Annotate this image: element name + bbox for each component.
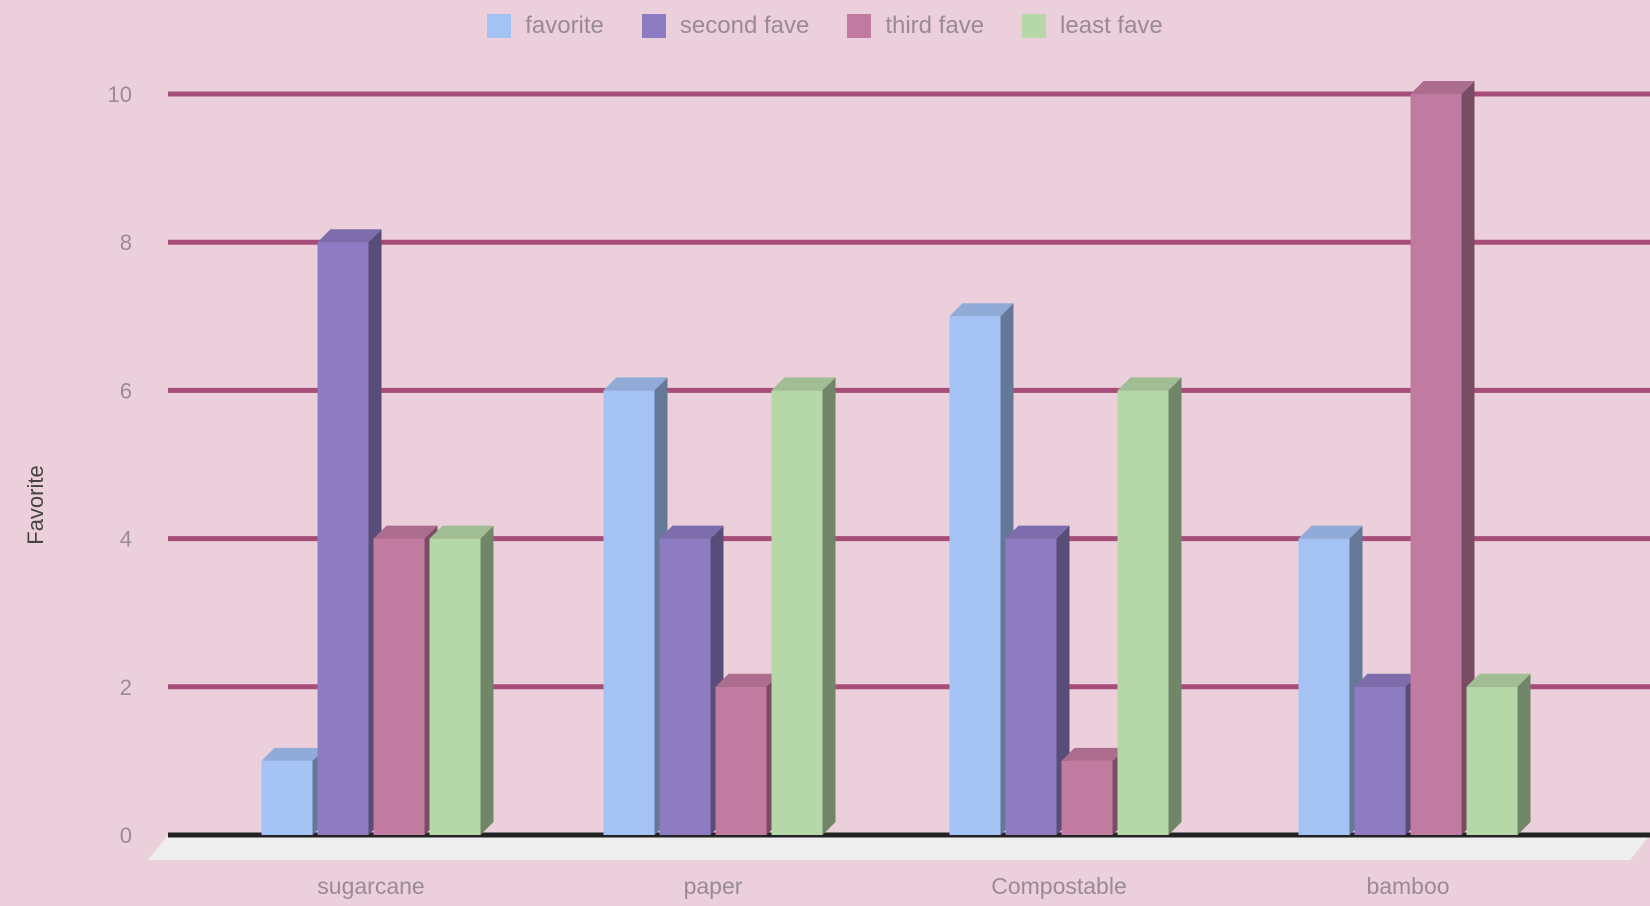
legend-swatch-second-fave (641, 14, 666, 38)
bar-compostable-second-fave[interactable] (1005, 525, 1070, 835)
bar-sugarcane-favorite[interactable] (261, 747, 326, 835)
legend-item-least-fave[interactable]: least fave (1022, 12, 1163, 40)
y-tick-label: 0 (120, 823, 132, 848)
bar-bamboo-least-fave[interactable] (1466, 673, 1531, 835)
y-tick-label: 8 (120, 230, 132, 255)
legend-swatch-favorite (487, 14, 512, 38)
y-tick-label: 4 (120, 527, 132, 552)
bar-bamboo-favorite[interactable] (1298, 525, 1363, 835)
legend-label-third-fave: third fave (885, 12, 985, 39)
bar-compostable-favorite[interactable] (949, 303, 1014, 835)
bar-paper-second-fave[interactable] (659, 525, 724, 835)
legend-swatch-third-fave (847, 14, 872, 38)
bar-paper-least-fave[interactable] (771, 377, 836, 835)
x-category-label: sugarcane (317, 873, 424, 899)
legend: favorite second fave third fave least fa… (0, 12, 1650, 40)
legend-label-least-fave: least fave (1060, 12, 1163, 39)
legend-label-favorite: favorite (525, 12, 604, 39)
floor-plane (148, 835, 1650, 860)
y-tick-label: 10 (108, 82, 132, 107)
y-tick-label: 2 (120, 675, 132, 700)
bar-bamboo-third-fave[interactable] (1410, 81, 1475, 835)
y-tick-label: 6 (120, 378, 132, 403)
x-category-label: Compostable (991, 873, 1127, 899)
bar-paper-favorite[interactable] (603, 377, 668, 835)
bar-paper-third-fave[interactable] (715, 673, 780, 835)
bar-sugarcane-second-fave[interactable] (317, 229, 382, 835)
x-category-label: bamboo (1366, 873, 1449, 899)
bar-compostable-least-fave[interactable] (1117, 377, 1182, 835)
bar-bamboo-second-fave[interactable] (1354, 673, 1419, 835)
bar-sugarcane-third-fave[interactable] (373, 525, 438, 835)
legend-item-favorite[interactable]: favorite (487, 12, 604, 40)
legend-item-second-fave[interactable]: second fave (641, 12, 810, 40)
x-category-label: paper (684, 873, 743, 899)
legend-label-second-fave: second fave (679, 12, 810, 39)
bar-sugarcane-least-fave[interactable] (429, 525, 494, 835)
legend-swatch-least-fave (1022, 14, 1047, 38)
bar-compostable-third-fave[interactable] (1061, 747, 1126, 835)
legend-item-third-fave[interactable]: third fave (847, 12, 984, 40)
